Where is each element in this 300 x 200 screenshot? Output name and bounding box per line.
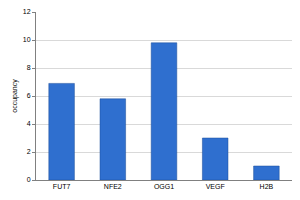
svg-text:FUT7: FUT7 [53,183,71,190]
svg-text:VEGF: VEGF [206,183,225,190]
svg-text:4: 4 [27,120,31,127]
svg-text:occupancy: occupancy [11,79,19,113]
svg-text:10: 10 [23,36,31,43]
svg-text:2: 2 [27,148,31,155]
svg-text:H2B: H2B [260,183,274,190]
svg-text:8: 8 [27,64,31,71]
svg-text:NFE2: NFE2 [104,183,122,190]
svg-text:0: 0 [27,176,31,183]
svg-text:OGG1: OGG1 [154,183,174,190]
svg-text:12: 12 [23,8,31,15]
svg-text:6: 6 [27,92,31,99]
